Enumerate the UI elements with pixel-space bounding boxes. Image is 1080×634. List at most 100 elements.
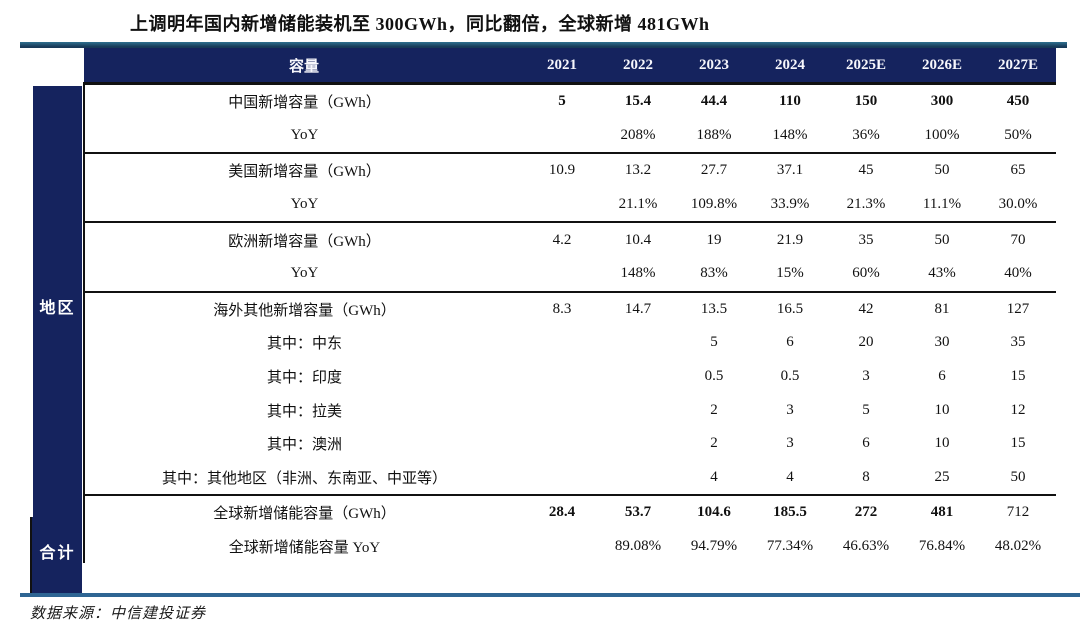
value-cell xyxy=(600,393,676,427)
column-header-year: 2023 xyxy=(676,48,752,85)
value-cell: 27.7 xyxy=(700,162,728,179)
column-header-year: 2026E xyxy=(904,48,980,85)
value-cell: 300 xyxy=(930,93,954,110)
column-header-year: 2022 xyxy=(600,48,676,85)
row-label: 中国新增容量（GWh） xyxy=(83,83,524,119)
value-cell: 13.2 xyxy=(624,162,652,179)
table-row: 其中：印度 0.5 0.5 3 6 15 xyxy=(83,359,1056,394)
value-cell: 65 xyxy=(1010,162,1026,179)
value-cell: 185.5 xyxy=(773,504,807,521)
value-cell: 712 xyxy=(1006,504,1030,521)
value-cell: 148% xyxy=(600,256,676,293)
value-cell: 50 xyxy=(934,231,950,248)
value-cell: 19 xyxy=(706,231,722,248)
value-cell: 104.6 xyxy=(697,504,731,521)
value-cell xyxy=(524,460,600,497)
value-cell: 2 xyxy=(710,435,718,452)
value-cell: 43% xyxy=(904,256,980,293)
value-cell: 0.5 xyxy=(780,368,800,385)
value-cell: 8.3 xyxy=(552,300,572,317)
row-label: 美国新增容量（GWh） xyxy=(83,153,524,188)
value-cell: 50% xyxy=(980,118,1056,155)
table-row: YoY 148% 83% 15% 60% 43% 40% xyxy=(83,256,1056,293)
capacity-table: 容量 2021 2022 2023 2024 2025E 2026E 2027E 中国新增容量… xyxy=(83,48,1056,564)
value-cell: 48.02% xyxy=(994,538,1042,555)
value-cell xyxy=(524,187,600,224)
value-cell: 0.5 xyxy=(704,368,724,385)
value-cell: 20 xyxy=(858,334,874,351)
value-cell: 6 xyxy=(862,435,870,452)
value-cell: 42 xyxy=(858,300,874,317)
value-cell: 450 xyxy=(1006,93,1030,110)
value-cell: 28.4 xyxy=(548,504,576,521)
row-label: 其中：印度 xyxy=(83,359,524,394)
value-cell: 21.1% xyxy=(600,187,676,224)
value-cell: 21.3% xyxy=(828,187,904,224)
value-cell: 30.0% xyxy=(980,187,1056,224)
row-group-label-total: 合计 xyxy=(39,545,76,562)
value-cell: 148% xyxy=(752,118,828,155)
value-cell: 76.84% xyxy=(918,538,966,555)
table-row: 其中：其他地区（非洲、东南亚、中亚等） 4 4 8 25 50 xyxy=(83,460,1056,497)
value-cell: 16.5 xyxy=(776,300,804,317)
column-header-capacity: 容量 xyxy=(84,48,524,85)
value-cell: 50 xyxy=(980,460,1056,497)
title-rule xyxy=(20,42,1067,48)
value-cell xyxy=(524,530,600,564)
value-cell: 21.9 xyxy=(776,231,804,248)
row-label: 全球新增储能容量 YoY xyxy=(83,529,524,564)
table-row: YoY 21.1% 109.8% 33.9% 21.3% 11.1% 30.0% xyxy=(83,187,1056,224)
value-cell: 10 xyxy=(934,435,950,452)
row-label: 欧洲新增容量（GWh） xyxy=(83,222,524,257)
value-cell: 40% xyxy=(980,256,1056,293)
table-row: 其中：澳洲 2 3 6 10 15 xyxy=(83,426,1056,461)
value-cell xyxy=(600,326,676,360)
table-header: 容量 2021 2022 2023 2024 2025E 2026E 2027E xyxy=(84,48,1056,85)
value-cell: 15 xyxy=(1010,368,1026,385)
value-cell: 60% xyxy=(828,256,904,293)
value-cell: 35 xyxy=(858,231,874,248)
row-label: YoY xyxy=(83,187,524,224)
table-row: 美国新增容量（GWh） 10.9 13.2 27.7 37.1 45 50 65 xyxy=(83,153,1056,188)
value-cell: 10.4 xyxy=(624,231,652,248)
row-group-band xyxy=(33,86,82,594)
value-cell xyxy=(524,427,600,461)
table-row: YoY 208% 188% 148% 36% 100% 50% xyxy=(83,118,1056,155)
row-group-label-region: 地区 xyxy=(39,300,76,317)
value-cell: 4 xyxy=(676,460,752,497)
value-cell: 3 xyxy=(786,401,794,418)
value-cell: 37.1 xyxy=(776,162,804,179)
value-cell: 481 xyxy=(930,504,954,521)
value-cell: 109.8% xyxy=(676,187,752,224)
row-label: YoY xyxy=(83,256,524,293)
value-cell: 15.4 xyxy=(624,93,652,110)
table-row: 中国新增容量（GWh） 5 15.4 44.4 110 150 300 450 xyxy=(83,83,1056,119)
column-header-year: 2025E xyxy=(828,48,904,85)
value-cell: 4 xyxy=(752,460,828,497)
value-cell: 89.08% xyxy=(614,538,662,555)
value-cell: 208% xyxy=(600,118,676,155)
value-cell xyxy=(600,460,676,497)
table-row: 欧洲新增容量（GWh） 4.2 10.4 19 21.9 35 50 70 xyxy=(83,222,1056,257)
value-cell: 50 xyxy=(934,162,950,179)
value-cell: 5 xyxy=(710,334,718,351)
value-cell: 5 xyxy=(558,93,566,110)
row-label: 全球新增储能容量（GWh） xyxy=(83,495,524,530)
value-cell: 83% xyxy=(676,256,752,293)
value-cell: 8 xyxy=(828,460,904,497)
value-cell xyxy=(524,256,600,293)
value-cell: 45 xyxy=(858,162,874,179)
table-row: 海外其他新增容量（GWh） 8.3 14.7 13.5 16.5 42 81 127 xyxy=(83,291,1056,327)
table-body: 中国新增容量（GWh） 5 15.4 44.4 110 150 300 450 YoY 208% 1… xyxy=(83,83,1056,564)
value-cell: 13.5 xyxy=(700,300,728,317)
column-header-year: 2024 xyxy=(752,48,828,85)
value-cell xyxy=(524,360,600,394)
value-cell: 11.1% xyxy=(904,187,980,224)
value-cell: 33.9% xyxy=(752,187,828,224)
value-cell: 15 xyxy=(1010,435,1026,452)
bottom-rule xyxy=(20,593,1080,597)
value-cell: 44.4 xyxy=(700,93,728,110)
value-cell: 100% xyxy=(904,118,980,155)
row-label: 其中：其他地区（非洲、东南亚、中亚等） xyxy=(83,460,524,497)
